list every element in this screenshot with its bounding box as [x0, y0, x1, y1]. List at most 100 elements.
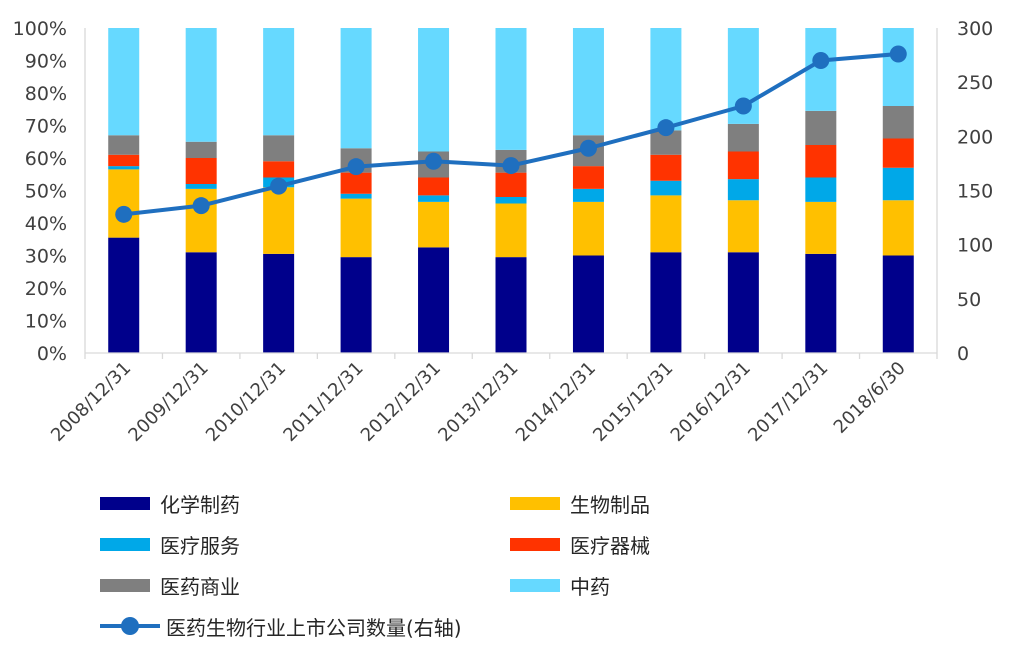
line-point — [579, 139, 597, 157]
y-left-tick-label: 100% — [13, 18, 67, 40]
bar-segment — [263, 161, 295, 178]
x-tick-label: 2008/12/31 — [47, 358, 135, 446]
bar-segment — [805, 253, 837, 353]
y-left-tick-label: 40% — [25, 213, 67, 235]
bar-segment — [108, 154, 140, 167]
bar-segment — [108, 28, 140, 136]
bar-segment — [185, 184, 217, 189]
line-point — [734, 97, 752, 115]
x-tick-label: 2015/12/31 — [589, 358, 677, 446]
bar-segment — [650, 195, 682, 253]
bar-segment — [727, 179, 759, 201]
x-tick-label: 2011/12/31 — [279, 358, 367, 446]
legend-label: 中药 — [570, 574, 610, 599]
legend-swatch — [510, 496, 560, 510]
bar-segment — [340, 193, 372, 199]
y-right-tick-label: 200 — [957, 126, 993, 148]
y-right-tick-label: 50 — [957, 289, 981, 311]
y-left-tick-label: 80% — [25, 83, 67, 105]
bar-segment — [185, 141, 217, 158]
legend-swatch — [510, 537, 560, 551]
legend-swatch — [100, 578, 150, 592]
legend-label: 医药生物行业上市公司数量(右轴) — [166, 615, 462, 640]
bar-segment — [572, 28, 604, 136]
y-right-tick-label: 150 — [957, 181, 993, 203]
right-y-axis-ticks: 0 50 100 150 200 250 300 — [957, 18, 993, 365]
bar-segment — [418, 28, 450, 152]
x-tick-label: 2016/12/31 — [667, 358, 755, 446]
bar-segment — [340, 28, 372, 149]
bar-segment — [185, 252, 217, 353]
line-series — [115, 45, 907, 223]
y-left-tick-label: 50% — [25, 181, 67, 203]
bar-segment — [650, 154, 682, 181]
bar-segment — [418, 177, 450, 196]
bar-segment — [263, 253, 295, 353]
bar-segment — [263, 28, 295, 136]
line-point — [270, 177, 288, 195]
x-tick-label: 2017/12/31 — [744, 358, 832, 446]
x-tick-label: 2014/12/31 — [512, 358, 600, 446]
legend-item-chemical: 化学制药 — [100, 487, 240, 519]
y-left-tick-label: 60% — [25, 148, 67, 170]
bar-segment — [495, 197, 527, 204]
bar-segment — [805, 177, 837, 202]
legend: 化学制药 生物制品 医疗服务 医疗器械 医药商业 中药 医药生物行业上市公司数量… — [100, 484, 1000, 644]
axes — [84, 28, 938, 359]
chart: 0% 10% 20% 30% 40% 50% 60% 70% 80% 90% 100% 0 50 100… — [13, 18, 994, 446]
bar-segment — [495, 203, 527, 258]
y-right-tick-label: 250 — [957, 72, 993, 94]
bar-segment — [185, 28, 217, 142]
bar-segment — [108, 237, 140, 353]
y-left-tick-label: 30% — [25, 246, 67, 268]
y-left-tick-label: 90% — [25, 51, 67, 73]
bar-segment — [572, 166, 604, 189]
left-y-axis-ticks: 0% 10% 20% 30% 40% 50% 60% 70% 80% 90% 100% — [13, 18, 67, 365]
bar-segment — [727, 200, 759, 253]
line-point — [657, 119, 675, 137]
bar-segment — [882, 106, 914, 139]
bar-segment — [108, 135, 140, 155]
legend-line-swatch — [100, 616, 160, 636]
x-tick-label: 2013/12/31 — [434, 358, 522, 446]
line-point — [812, 52, 830, 69]
bar-segment — [805, 201, 837, 254]
y-left-tick-label: 10% — [25, 311, 67, 333]
bar-segment — [340, 257, 372, 353]
bar-segment — [418, 201, 450, 248]
bar-segment — [572, 255, 604, 353]
bar-segment — [650, 180, 682, 196]
y-left-tick-label: 0% — [37, 343, 67, 365]
bar-segment — [650, 252, 682, 353]
x-axis-ticks: 2008/12/312009/12/312010/12/312011/12/31… — [47, 358, 910, 446]
bar-segment — [805, 145, 837, 178]
line-point — [115, 205, 133, 223]
bar-segment — [340, 198, 372, 258]
bar-segment — [495, 172, 527, 197]
x-tick-label: 2018/6/30 — [830, 358, 910, 438]
y-right-tick-label: 0 — [957, 343, 969, 365]
y-left-tick-label: 20% — [25, 278, 67, 300]
bar-segment — [572, 201, 604, 256]
legend-item-medical-service: 医疗服务 — [100, 528, 240, 560]
legend-item-medical-device: 医疗器械 — [510, 528, 650, 560]
bar-segment — [805, 110, 837, 145]
bar-segment — [263, 187, 295, 254]
x-tick-label: 2009/12/31 — [125, 358, 213, 446]
bar-segment — [882, 255, 914, 353]
y-right-tick-label: 100 — [957, 235, 993, 257]
bar-segment — [263, 135, 295, 162]
legend-swatch — [100, 496, 150, 510]
bar-segment — [882, 138, 914, 168]
y-left-tick-label: 70% — [25, 116, 67, 138]
legend-item-tcm: 中药 — [510, 569, 610, 601]
legend-label: 医疗服务 — [160, 533, 240, 558]
bar-segment — [882, 28, 914, 106]
bar-segment — [572, 188, 604, 202]
legend-swatch — [510, 578, 560, 592]
y-right-tick-label: 300 — [957, 18, 993, 40]
bar-segment — [418, 195, 450, 202]
legend-swatch — [100, 537, 150, 551]
legend-item-bio: 生物制品 — [510, 487, 650, 519]
x-tick-label: 2010/12/31 — [202, 358, 290, 446]
